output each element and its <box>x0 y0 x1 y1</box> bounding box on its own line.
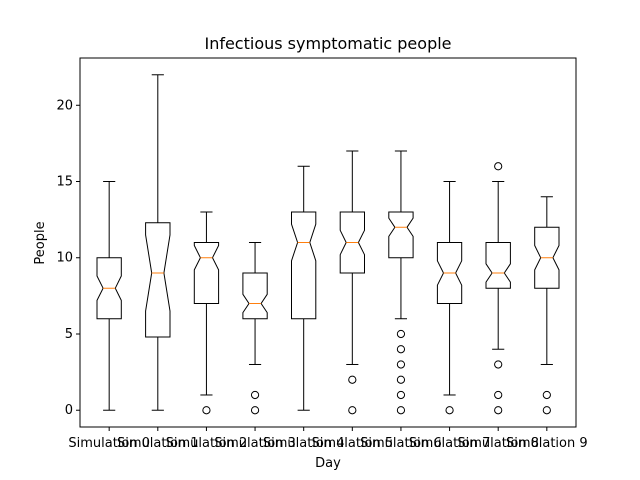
x-tick-label: Simulation 2 <box>166 436 248 451</box>
y-tick-label: 20 <box>56 98 73 113</box>
flier-point <box>494 390 503 400</box>
flier-point <box>396 375 406 384</box>
flier-point <box>494 162 503 171</box>
x-tick-label: Simulation 1 <box>117 436 199 451</box>
x-tick-label: Simulation 4 <box>263 436 345 451</box>
box-group <box>485 162 511 415</box>
box-group <box>96 181 122 411</box>
box-group <box>339 150 365 415</box>
flier-point <box>494 360 503 369</box>
y-tick-label: 10 <box>56 251 73 266</box>
flier-point <box>202 406 211 415</box>
y-axis-label: People <box>33 221 48 264</box>
box-group <box>242 242 268 415</box>
box-body <box>436 242 463 304</box>
box-group <box>534 196 560 415</box>
flier-point <box>542 406 551 415</box>
plot-area <box>96 74 560 415</box>
x-tick-label: Simulation 3 <box>214 436 296 451</box>
x-tick-label: Simulation 7 <box>409 436 491 451</box>
flier-point <box>445 406 454 415</box>
flier-point <box>348 375 357 384</box>
box-body <box>96 257 122 320</box>
box-body <box>388 211 414 259</box>
flier-point <box>250 406 260 415</box>
box-body <box>193 242 220 304</box>
x-tick-label: Simulation 6 <box>360 436 442 451</box>
flier-point <box>396 345 406 354</box>
y-tick-label: 5 <box>65 327 73 342</box>
flier-point <box>542 390 551 400</box>
x-tick-label: Simulation 5 <box>311 436 393 451</box>
plot-frame <box>79 57 577 428</box>
box-body <box>291 211 317 320</box>
flier-point <box>396 390 406 400</box>
box-group <box>291 165 317 411</box>
flier-point <box>396 360 406 369</box>
y-tick-label: 15 <box>56 175 73 190</box>
box-body <box>339 211 365 274</box>
box-group <box>388 150 414 415</box>
flier-point <box>396 406 406 415</box>
flier-point <box>494 406 503 415</box>
flier-point <box>250 390 260 400</box>
box-body <box>242 272 268 320</box>
box-body <box>485 242 511 289</box>
box-body <box>145 222 171 338</box>
box-group <box>436 181 463 415</box>
box-body <box>534 226 560 289</box>
chart-title: Infectious symptomatic people <box>204 34 451 53</box>
box-group <box>193 211 220 415</box>
x-tick-label: Simulation 9 <box>506 436 588 451</box>
x-tick-label: Simulation 0 <box>68 436 150 451</box>
x-tick-label: Simulation 8 <box>457 436 539 451</box>
box-group <box>145 74 171 411</box>
x-axis-label: Day <box>315 456 341 471</box>
y-tick-label: 0 <box>65 403 73 418</box>
flier-point <box>396 329 406 339</box>
flier-point <box>348 406 357 415</box>
